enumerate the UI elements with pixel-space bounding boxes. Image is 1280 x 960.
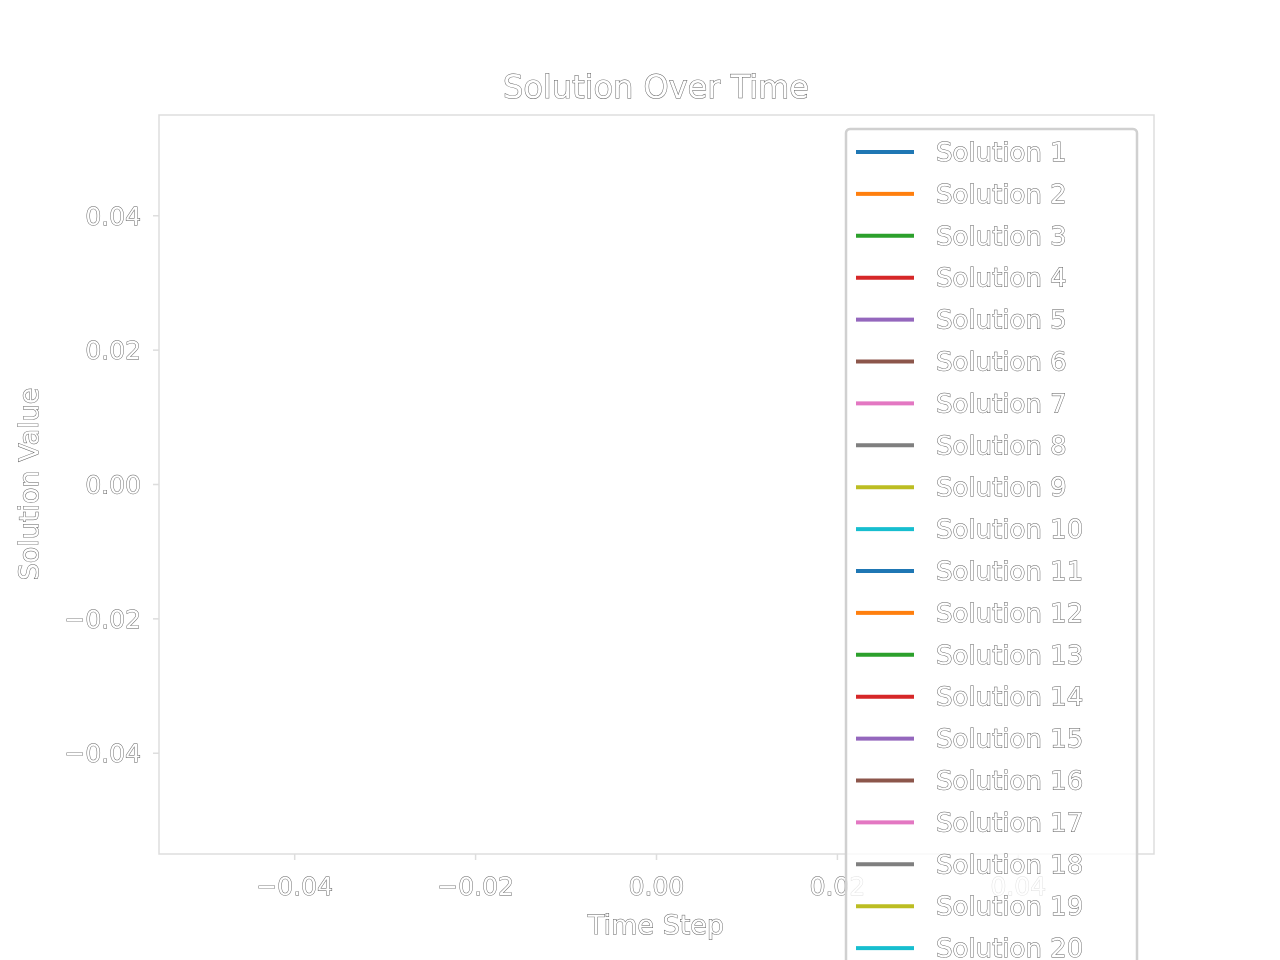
x-tick-label: −0.04: [256, 872, 333, 901]
legend-item: Solution 14: [856, 682, 1084, 713]
y-axis: 0.04 0.02 0.00 −0.02 −0.04: [64, 201, 159, 769]
legend: Solution 1 Solution 2 Solution 3 Solution 4…: [844, 127, 1139, 960]
y-tick-label: 0.00: [85, 471, 141, 500]
legend-label: Solution 6: [936, 348, 1067, 378]
legend-label: Solution 8: [936, 431, 1067, 461]
legend-item: Solution 4: [856, 263, 1067, 294]
x-axis-label: Time Step: [587, 910, 724, 941]
legend-item: Solution 18: [856, 850, 1084, 881]
legend-item: Solution 5: [856, 305, 1067, 336]
legend-label: Solution 9: [936, 473, 1067, 503]
chart-title: Solution Over Time: [503, 68, 809, 106]
legend-item: Solution 3: [856, 221, 1067, 252]
legend-item: Solution 10: [856, 515, 1084, 546]
y-tick-label: 0.04: [85, 202, 141, 231]
legend-label: Solution 14: [936, 683, 1083, 713]
y-tick-label: −0.04: [64, 739, 141, 768]
legend-label: Solution 20: [936, 934, 1083, 960]
legend-label: Solution 16: [936, 767, 1083, 797]
legend-label: Solution 5: [936, 306, 1067, 336]
legend-items: Solution 1 Solution 2 Solution 3 Solution 4…: [856, 138, 1084, 960]
legend-item: Solution 17: [856, 808, 1084, 839]
legend-item: Solution 8: [856, 431, 1067, 462]
legend-label: Solution 10: [936, 515, 1083, 545]
legend-label: Solution 2: [936, 180, 1067, 210]
y-tick-label: 0.02: [85, 336, 141, 365]
legend-item: Solution 13: [856, 640, 1084, 671]
legend-label: Solution 19: [936, 892, 1083, 922]
legend-item: Solution 6: [856, 347, 1067, 378]
legend-label: Solution 18: [936, 850, 1083, 880]
legend-label: Solution 17: [936, 808, 1083, 838]
legend-item: Solution 12: [856, 598, 1084, 629]
legend-label: Solution 13: [936, 641, 1083, 671]
legend-item: Solution 9: [856, 473, 1067, 504]
legend-label: Solution 4: [936, 264, 1067, 294]
legend-item: Solution 15: [856, 724, 1084, 755]
legend-box: [844, 127, 1139, 960]
legend-item: Solution 7: [856, 389, 1067, 420]
legend-item: Solution 16: [856, 766, 1084, 797]
legend-label: Solution 7: [936, 389, 1067, 419]
legend-label: Solution 3: [936, 222, 1067, 252]
legend-label: Solution 12: [936, 599, 1083, 629]
y-tick-label: −0.02: [64, 605, 141, 634]
legend-item: Solution 2: [856, 179, 1067, 210]
legend-label: Solution 1: [936, 138, 1067, 168]
legend-item: Solution 19: [856, 892, 1084, 923]
legend-label: Solution 11: [936, 557, 1083, 587]
y-axis-label: Solution Value: [14, 388, 45, 581]
legend-label: Solution 15: [936, 725, 1083, 755]
legend-item: Solution 11: [856, 557, 1084, 587]
x-tick-label: 0.00: [629, 872, 685, 901]
legend-item: Solution 20: [856, 934, 1084, 960]
x-tick-label: −0.02: [437, 872, 514, 901]
legend-item: Solution 1: [856, 138, 1067, 168]
